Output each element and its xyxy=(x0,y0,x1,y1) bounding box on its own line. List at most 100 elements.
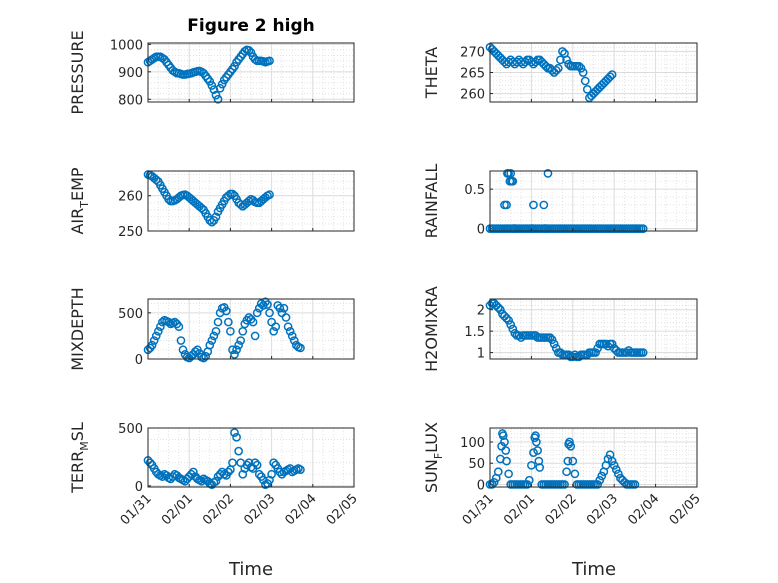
data-point xyxy=(493,303,503,312)
y-tick-label: 1.5 xyxy=(464,325,485,340)
data-point xyxy=(191,347,200,356)
data-point xyxy=(560,480,569,489)
data-point xyxy=(226,326,235,336)
data-point xyxy=(230,61,239,71)
axes-frame xyxy=(147,170,355,232)
data-point xyxy=(605,72,615,82)
data-point xyxy=(209,331,219,341)
data-point xyxy=(228,189,237,199)
plot-area xyxy=(490,428,697,487)
subplot-h2omixra: 1 1.5 2 H2OMIXRA xyxy=(422,286,698,372)
data-point xyxy=(234,446,243,456)
data-point xyxy=(613,469,623,479)
y-tick-label: 0.5 xyxy=(464,183,485,198)
data-point xyxy=(296,465,305,474)
data-point xyxy=(211,212,221,222)
data-point xyxy=(289,336,299,345)
data-point xyxy=(553,63,563,73)
y-axis-label-part: LUX xyxy=(422,422,441,453)
data-point xyxy=(529,200,538,210)
data-point xyxy=(539,200,549,210)
y-tick-label: 50 xyxy=(468,457,485,472)
data-point xyxy=(597,471,607,481)
y-axis-label-part: EMP xyxy=(68,167,87,201)
data-point xyxy=(568,352,578,362)
data-point xyxy=(205,77,215,86)
data-point xyxy=(570,350,580,360)
data-point xyxy=(565,437,574,447)
data-point xyxy=(265,308,274,318)
data-point xyxy=(508,176,518,186)
data-point xyxy=(543,169,553,178)
data-point xyxy=(541,61,551,71)
data-point xyxy=(248,317,258,327)
y-tick-label: 265 xyxy=(460,67,485,82)
data-point xyxy=(269,326,279,336)
y-tick-label: 260 xyxy=(460,88,485,103)
data-point xyxy=(197,476,206,486)
data-point xyxy=(487,480,497,489)
data-point xyxy=(215,469,225,479)
data-point xyxy=(211,326,221,336)
data-point xyxy=(223,191,233,201)
data-point xyxy=(296,343,305,353)
data-point xyxy=(252,460,262,470)
data-point xyxy=(582,85,592,94)
data-point xyxy=(176,336,186,345)
y-tick-label: 500 xyxy=(118,307,143,322)
subplot-pressure: 800 900 1000 PRESSURE xyxy=(68,30,355,115)
data-point xyxy=(207,81,217,90)
data-point xyxy=(514,331,524,340)
data-point xyxy=(236,336,246,345)
subplot-theta: 260 265 270 THETA xyxy=(422,42,698,103)
data-point xyxy=(223,467,233,477)
data-point xyxy=(178,345,188,355)
data-point xyxy=(275,467,285,477)
data-point xyxy=(549,339,559,349)
data-point xyxy=(580,76,590,86)
y-axis-label: H2OMIXRA xyxy=(422,286,441,372)
data-point xyxy=(502,313,511,323)
data-point xyxy=(279,303,289,313)
data-point xyxy=(281,313,291,322)
data-point xyxy=(533,446,542,455)
y-axis-label: SUNFLUX xyxy=(422,422,445,493)
data-point xyxy=(156,322,165,332)
data-point xyxy=(269,458,279,468)
data-point xyxy=(568,456,578,466)
y-tick-label: 1000 xyxy=(110,38,143,53)
x-axis-label-left: Time xyxy=(228,559,273,580)
data-point xyxy=(522,480,532,489)
data-point xyxy=(207,217,217,227)
y-tick-label: 1 xyxy=(477,347,485,362)
data-point xyxy=(244,458,254,468)
axes-frame xyxy=(147,427,355,488)
axes-frame xyxy=(147,42,355,103)
y-axis-label-part: T xyxy=(78,201,91,209)
figure-title: Figure 2 high xyxy=(187,16,315,36)
data-point xyxy=(532,437,541,447)
data-point xyxy=(607,456,617,466)
data-point xyxy=(246,48,256,57)
data-point xyxy=(153,326,163,336)
data-point xyxy=(230,350,239,359)
data-point xyxy=(545,333,555,342)
data-point xyxy=(213,317,223,327)
data-point xyxy=(209,85,219,95)
axes-frame xyxy=(489,42,698,103)
data-point xyxy=(574,61,584,71)
y-tick-label: 2 xyxy=(477,304,485,319)
data-point xyxy=(205,340,215,350)
data-point xyxy=(275,303,285,313)
data-point xyxy=(534,456,544,466)
data-point xyxy=(531,431,540,440)
data-point xyxy=(250,458,260,468)
data-point xyxy=(547,335,557,345)
y-axis-label-part: MIXDEPTH xyxy=(68,287,87,370)
data-point xyxy=(252,308,262,318)
y-axis-label: PRESSURE xyxy=(68,30,87,114)
data-point xyxy=(527,461,536,470)
y-tick-label: 900 xyxy=(118,66,143,81)
